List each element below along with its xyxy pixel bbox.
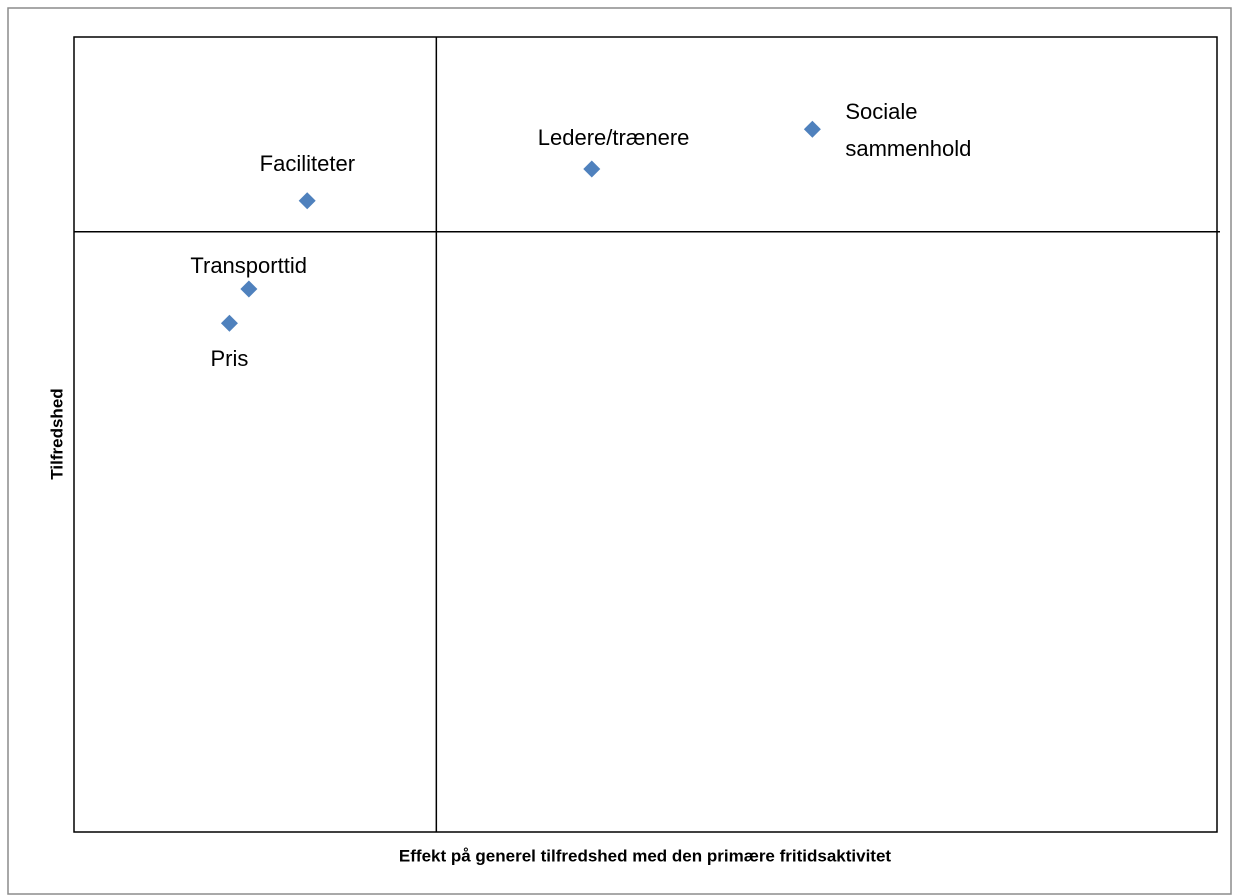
y-axis-title: Tilfredshed xyxy=(47,388,66,479)
point-label: Transporttid xyxy=(190,253,307,278)
chart-border xyxy=(7,7,1232,895)
data-point xyxy=(220,314,238,332)
data-point xyxy=(583,160,601,178)
point-label: Faciliteter xyxy=(259,150,356,176)
data-point xyxy=(240,280,258,298)
x-axis-title: Effekt på generel tilfredshed med den pr… xyxy=(399,846,892,865)
point-label: Sociale sammenhold xyxy=(845,99,972,162)
point-label: Pris xyxy=(210,346,249,372)
plot-frame xyxy=(73,36,1218,833)
data-point xyxy=(298,192,316,210)
point-label: Ledere/trænere xyxy=(537,124,690,150)
data-point xyxy=(803,120,821,138)
